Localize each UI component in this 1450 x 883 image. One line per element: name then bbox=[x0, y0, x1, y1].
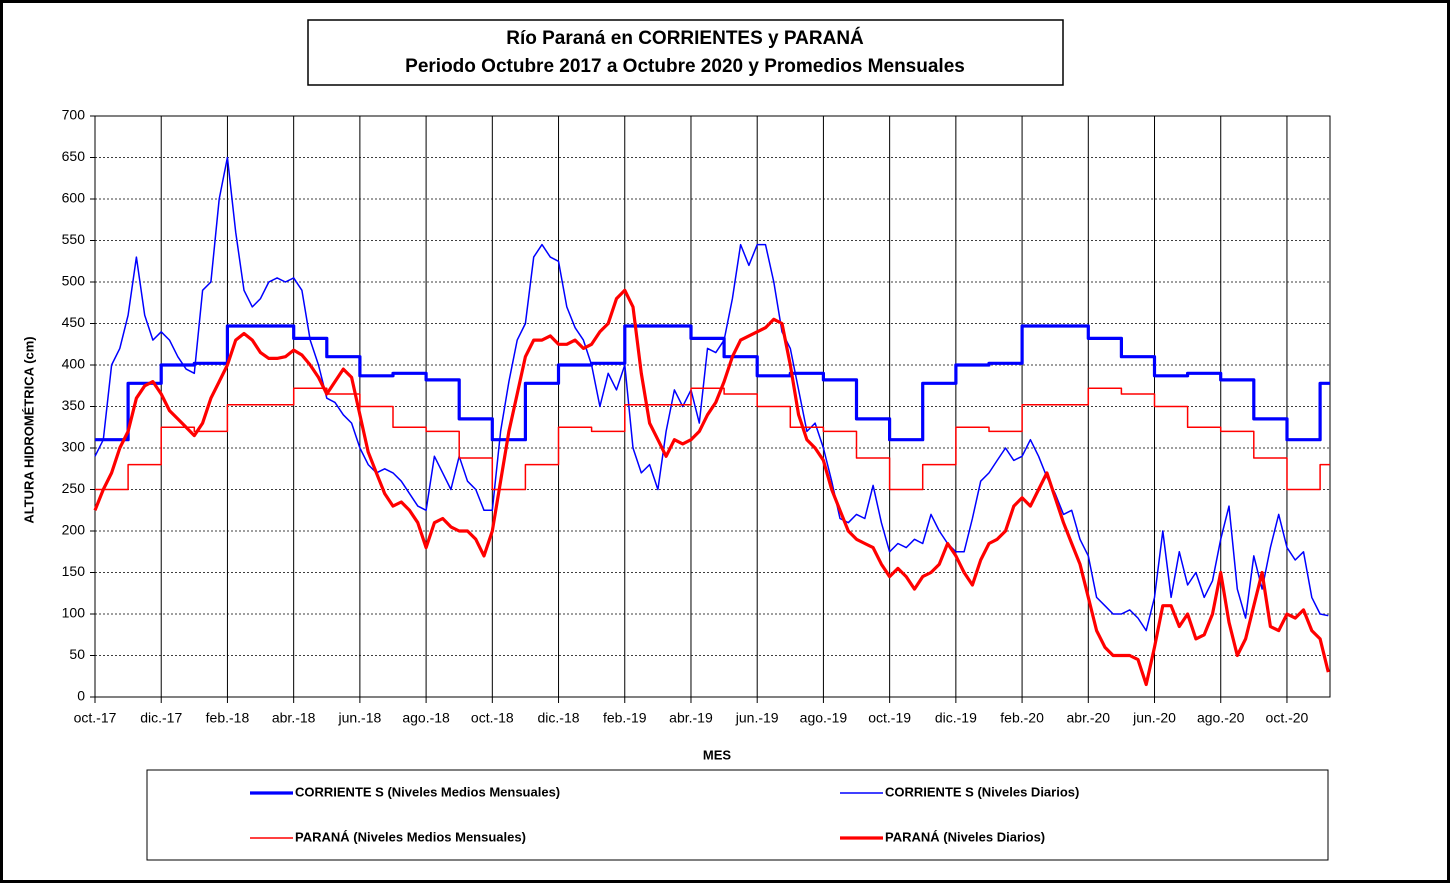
x-tick-label: jun.-19 bbox=[735, 710, 779, 726]
x-tick-label: ago.-18 bbox=[402, 710, 450, 726]
y-tick-label: 650 bbox=[62, 148, 86, 164]
x-tick-label: oct.-19 bbox=[868, 710, 911, 726]
x-tick-label: oct.-20 bbox=[1266, 710, 1309, 726]
series-line bbox=[95, 387, 1330, 491]
x-tick-label: abr.-18 bbox=[272, 710, 316, 726]
x-tick-label: abr.-19 bbox=[669, 710, 713, 726]
x-tick-label: jun.-18 bbox=[337, 710, 381, 726]
y-tick-label: 550 bbox=[62, 231, 86, 247]
y-tick-label: 100 bbox=[62, 605, 86, 621]
y-tick-label: 700 bbox=[62, 107, 86, 123]
x-tick-label: feb.-20 bbox=[1000, 710, 1044, 726]
y-tick-label: 400 bbox=[62, 356, 86, 372]
series-line bbox=[93, 288, 1330, 687]
y-tick-label: 300 bbox=[62, 439, 86, 455]
chart-title: Río Paraná en CORRIENTES y PARANÁ bbox=[506, 27, 864, 49]
x-tick-label: oct.-18 bbox=[471, 710, 514, 726]
legend-box bbox=[146, 769, 1329, 861]
y-tick-label: 0 bbox=[77, 688, 85, 704]
y-tick-label: 350 bbox=[62, 397, 86, 413]
y-tick-label: 200 bbox=[62, 522, 86, 538]
x-tick-label: feb.-19 bbox=[603, 710, 647, 726]
x-tick-label: dic.-18 bbox=[538, 710, 580, 726]
title-box bbox=[307, 19, 1064, 86]
x-tick-label: ago.-20 bbox=[1197, 710, 1245, 726]
x-tick-label: ago.-19 bbox=[800, 710, 848, 726]
x-tick-label: abr.-20 bbox=[1067, 710, 1111, 726]
x-tick-label: oct.-17 bbox=[74, 710, 117, 726]
chart-subtitle: Periodo Octubre 2017 a Octubre 2020 y Pr… bbox=[405, 56, 965, 77]
legend-label: CORRIENTE S (Niveles Medios Mensuales) bbox=[295, 784, 560, 799]
y-tick-label: 500 bbox=[62, 273, 86, 289]
y-tick-label: 50 bbox=[69, 646, 85, 662]
y-tick-label: 450 bbox=[62, 314, 86, 330]
series-line bbox=[94, 156, 1329, 632]
x-axis-label: MES bbox=[703, 747, 732, 762]
legend-label: PARANÁ (Niveles Medios Mensuales) bbox=[295, 829, 526, 844]
x-tick-label: dic.-17 bbox=[140, 710, 182, 726]
series-line bbox=[95, 324, 1330, 442]
x-tick-label: dic.-19 bbox=[935, 710, 977, 726]
y-tick-label: 600 bbox=[62, 190, 86, 206]
legend-label: PARANÁ (Niveles Diarios) bbox=[885, 829, 1045, 844]
y-tick-label: 150 bbox=[62, 563, 86, 579]
y-tick-label: 250 bbox=[62, 480, 86, 496]
x-tick-label: jun.-20 bbox=[1132, 710, 1176, 726]
x-tick-label: feb.-18 bbox=[206, 710, 250, 726]
legend-label: CORRIENTE S (Niveles Diarios) bbox=[885, 784, 1079, 799]
y-axis-label: ALTURA HIDROMÉTRICA (cm) bbox=[21, 336, 36, 523]
